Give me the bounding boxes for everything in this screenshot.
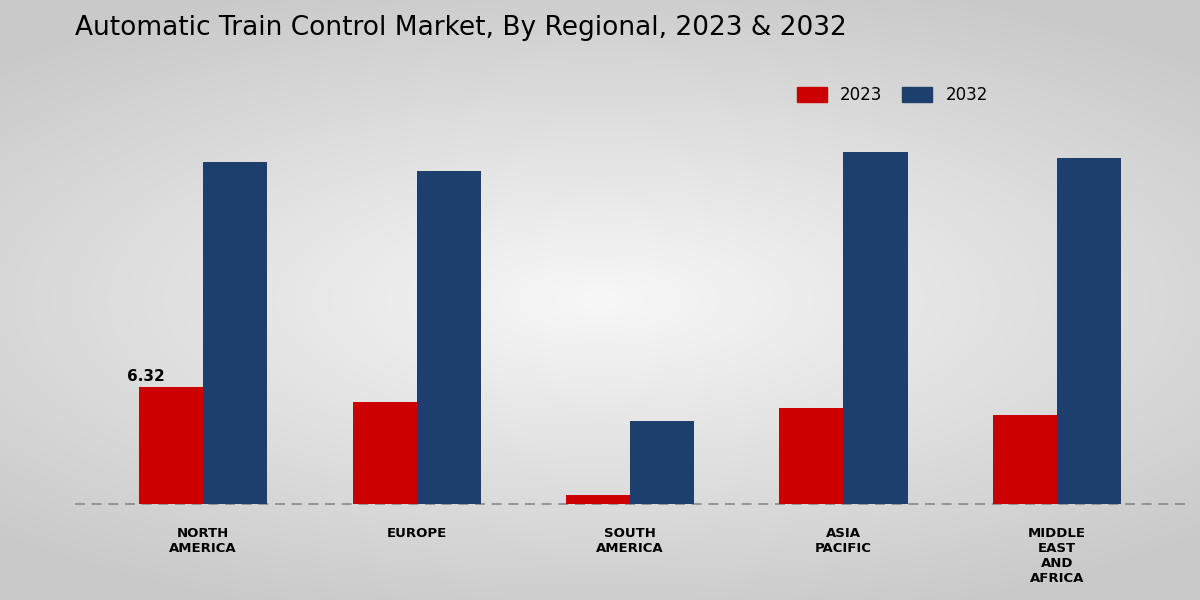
Bar — [630, 421, 694, 504]
Bar — [992, 415, 1057, 504]
Bar — [566, 494, 630, 504]
Bar — [353, 402, 416, 504]
Bar — [416, 171, 480, 504]
Bar — [780, 407, 844, 504]
Text: 6.32: 6.32 — [126, 369, 164, 384]
Bar — [139, 387, 203, 504]
Legend: 2023, 2032: 2023, 2032 — [797, 86, 988, 104]
Bar — [1057, 158, 1121, 504]
Bar — [203, 162, 268, 504]
Bar — [844, 152, 907, 504]
Text: Automatic Train Control Market, By Regional, 2023 & 2032: Automatic Train Control Market, By Regio… — [74, 15, 847, 41]
